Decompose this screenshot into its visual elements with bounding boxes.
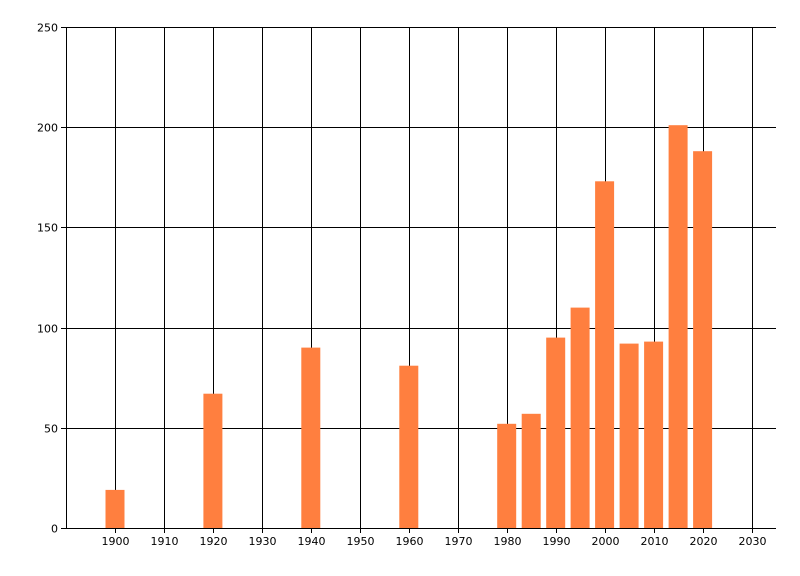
bar [595, 181, 615, 529]
bar [301, 347, 321, 528]
y-tick-label: 150 [37, 222, 58, 235]
bar [693, 151, 713, 528]
bar [399, 365, 419, 528]
bar [619, 343, 639, 528]
x-tick-label: 1970 [445, 535, 473, 548]
x-tick-label: 1940 [298, 535, 326, 548]
x-tick-label: 1900 [102, 535, 130, 548]
axes-layer [61, 27, 776, 533]
bar [203, 393, 223, 528]
grid-layer [66, 27, 776, 529]
y-tick-label: 250 [37, 22, 58, 35]
bar [570, 307, 590, 528]
bar [644, 341, 664, 528]
x-tick-label: 1910 [151, 535, 179, 548]
x-tick-label: 1980 [494, 535, 522, 548]
x-tick-label: 1950 [347, 535, 375, 548]
bar [105, 489, 125, 528]
x-tick-label: 2000 [592, 535, 620, 548]
y-tick-label: 100 [37, 323, 58, 336]
bar [497, 423, 517, 528]
x-tick-label: 1990 [543, 535, 571, 548]
bar [521, 413, 541, 528]
x-tick-label: 1930 [249, 535, 277, 548]
tick-labels-layer: 0 50 100 150 200 250 1900 1910 1920 1930 1940 1950 1… [37, 22, 767, 549]
x-tick-label: 2010 [641, 535, 669, 548]
x-tick-label: 1920 [200, 535, 228, 548]
bar [546, 337, 566, 528]
bar [668, 125, 688, 528]
bars-layer [105, 125, 713, 529]
x-tick-label: 2030 [739, 535, 767, 548]
y-tick-label: 50 [44, 423, 58, 436]
x-tick-label: 2020 [690, 535, 718, 548]
y-tick-label: 0 [51, 523, 58, 536]
x-tick-label: 1960 [396, 535, 424, 548]
y-tick-label: 200 [37, 122, 58, 135]
